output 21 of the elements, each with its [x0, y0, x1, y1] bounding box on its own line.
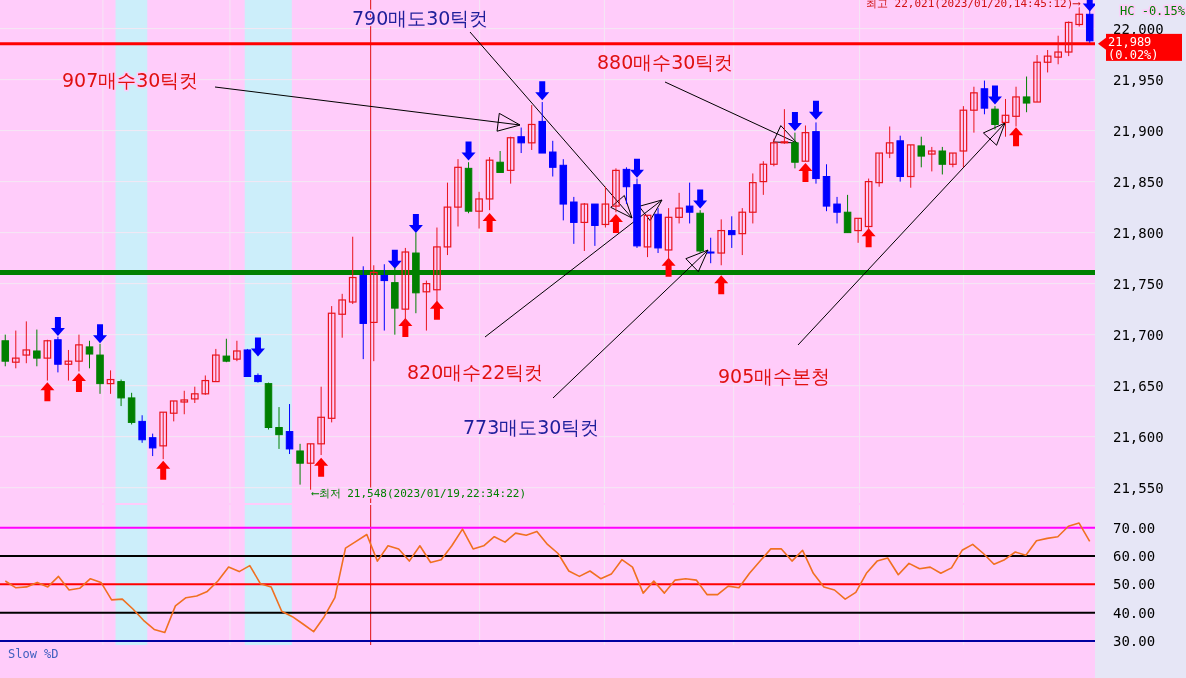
y-tick-label: 70.00 [1113, 519, 1156, 536]
y-tick-label: 50.00 [1113, 576, 1156, 593]
y-tick-label: 21,600 [1113, 428, 1164, 445]
y-tick-label: 21,850 [1113, 173, 1164, 190]
y-tick-label: 21,750 [1113, 275, 1164, 292]
text: Slow %D [8, 647, 59, 661]
y-tick-label: 21,650 [1113, 377, 1164, 394]
annotation: 905매수본청 [718, 365, 831, 387]
y-tick-label: 30.00 [1113, 633, 1156, 650]
y-tick-label: 21,550 [1113, 479, 1164, 496]
annotation: 880매수30틱컷 [597, 51, 734, 73]
annotation: 907매수30틱컷 [62, 69, 199, 91]
y-tick-label: 21,700 [1113, 326, 1164, 343]
y-tick-label: 60.00 [1113, 548, 1156, 565]
y-tick-label: 21,900 [1113, 122, 1164, 139]
y-tick-label: 21,800 [1113, 224, 1164, 241]
y-tick-label: 21,950 [1113, 71, 1164, 88]
annotation: 773매도30틱컷 [463, 416, 600, 438]
annotation: 820매수22틱컷 [407, 361, 544, 383]
text: HC -0.15% [1120, 4, 1186, 18]
y-tick-label: 40.00 [1113, 604, 1156, 621]
